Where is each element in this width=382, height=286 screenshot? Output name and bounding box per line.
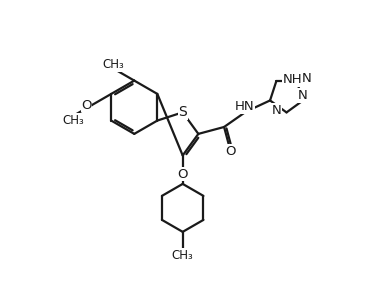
- Text: S: S: [178, 105, 187, 119]
- Text: CH₃: CH₃: [102, 58, 124, 71]
- Text: O: O: [81, 99, 92, 112]
- Text: O: O: [177, 168, 188, 180]
- Text: NH: NH: [283, 73, 302, 86]
- Text: N: N: [298, 89, 308, 102]
- Text: HN: HN: [235, 100, 254, 113]
- Text: N: N: [301, 72, 311, 85]
- Text: CH₃: CH₃: [172, 249, 194, 262]
- Text: CH₃: CH₃: [62, 114, 84, 127]
- Text: O: O: [225, 145, 236, 158]
- Text: N: N: [272, 104, 282, 117]
